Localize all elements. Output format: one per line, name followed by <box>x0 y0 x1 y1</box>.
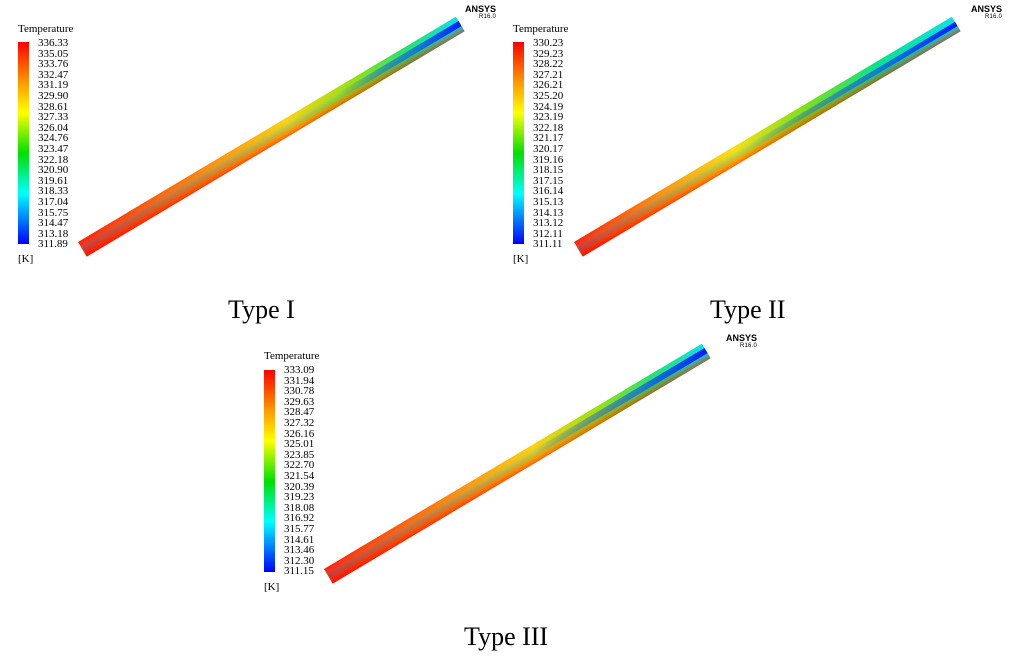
legend-tick-label: 312.30 <box>284 554 315 567</box>
panel-type-3: Temperature 333.09 331.94 330.78 329.63 328.… <box>246 330 766 660</box>
legend-tick-label: 325.01 <box>284 438 315 451</box>
legend-tick-label: 320.39 <box>284 480 315 493</box>
caption-type-3: Type III <box>464 622 549 651</box>
temperature-contour-plate <box>78 16 465 257</box>
legend-tick-label: 319.61 <box>38 174 69 187</box>
legend-tick-label: 326.16 <box>284 427 315 440</box>
legend-tick-label: 318.08 <box>284 501 315 514</box>
legend-tick-label: 320.17 <box>533 143 564 155</box>
legend-tick-label: 332.47 <box>38 68 69 81</box>
caption-type-2: Type II <box>710 295 786 324</box>
legend-colorbar <box>18 42 29 244</box>
legend-tick-label: 314.13 <box>533 206 564 219</box>
legend-tick-label: 325.20 <box>533 90 564 102</box>
brand-name: ANSYS <box>970 4 1002 14</box>
legend-tick-label: 329.90 <box>38 90 69 102</box>
brand-version: R16.0 <box>984 14 1002 20</box>
legend-tick-label: 322.18 <box>533 121 564 134</box>
legend-tick-label: 314.47 <box>38 217 69 230</box>
legend-tick-label: 331.94 <box>284 374 315 387</box>
legend-tick-label: 333.76 <box>38 58 69 71</box>
legend-colorbar <box>264 370 275 572</box>
legend-tick-label: 333.09 <box>284 364 315 376</box>
legend-tick-label: 321.17 <box>533 132 564 145</box>
legend-tick-label: 313.46 <box>284 544 315 557</box>
legend-tick-label: 316.92 <box>284 512 315 525</box>
legend-tick-label: 323.85 <box>284 448 315 461</box>
legend-tick-label: 324.19 <box>533 100 564 113</box>
brand-name: ANSYS <box>464 4 496 14</box>
legend-tick-label: 327.33 <box>38 111 69 124</box>
legend-tick-label: 335.05 <box>38 47 69 60</box>
legend-tick-label: 328.61 <box>38 100 69 113</box>
legend-tick-label: 321.54 <box>284 470 315 482</box>
legend-title: Temperature <box>264 350 320 362</box>
legend-tick-label: 319.23 <box>284 491 315 504</box>
temperature-contour-plate <box>574 16 961 257</box>
ansys-logo: ANSYS R16.0 <box>962 5 1002 21</box>
legend-tick-label: 328.22 <box>533 58 564 71</box>
legend-colorbar <box>513 42 524 244</box>
legend-tick-label: 318.33 <box>38 185 69 198</box>
caption-type-1: Type I <box>228 295 295 324</box>
legend-tick-label: 331.19 <box>38 79 69 92</box>
legend-tick-label: 323.19 <box>533 111 564 124</box>
legend-tick-label: 322.70 <box>284 459 315 472</box>
legend-tick-label: 328.47 <box>284 406 315 419</box>
legend-tick-label: 311.11 <box>533 238 563 251</box>
ansys-logo: ANSYS R16.0 <box>456 5 496 21</box>
brand-version: R16.0 <box>739 343 757 349</box>
ansys-logo: ANSYS R16.0 <box>717 334 757 350</box>
legend-tick-label: 316.14 <box>533 185 564 198</box>
legend-tick-label: 323.47 <box>38 143 69 155</box>
legend-tick-label: 324.76 <box>38 132 69 145</box>
legend-tick-label: 326.04 <box>38 121 69 134</box>
legend-tick-label: 320.90 <box>38 164 69 177</box>
legend-tick-label: 315.77 <box>284 523 315 535</box>
legend-tick-label: 329.23 <box>533 47 564 60</box>
legend-tick-label: 313.18 <box>38 227 69 240</box>
panel-type-2: Temperature 330.23 329.23 328.22 327.21 326.… <box>496 0 1012 330</box>
legend-tick-label: 329.63 <box>284 395 315 408</box>
legend-title: Temperature <box>513 23 569 35</box>
legend-tick-label: 322.18 <box>38 153 69 166</box>
panel-type-1: Temperature 336.33 335.05 333.76 332.47 331.… <box>0 0 506 330</box>
legend-tick-label: 318.15 <box>533 164 564 177</box>
legend-tick-label: 330.78 <box>284 385 315 398</box>
legend-tick-label: 330.23 <box>533 37 564 49</box>
legend-tick-label: 326.21 <box>533 79 564 92</box>
legend-unit: [K] <box>264 581 280 593</box>
brand-version: R16.0 <box>478 14 496 20</box>
legend-tick-label: 315.13 <box>533 196 564 208</box>
legend-tick-label: 315.75 <box>38 206 69 219</box>
legend-tick-label: 327.21 <box>533 68 564 81</box>
legend-tick-label: 317.15 <box>533 174 564 187</box>
brand-name: ANSYS <box>725 333 757 343</box>
legend-tick-label: 314.61 <box>284 533 315 546</box>
legend-tick-label: 311.15 <box>284 565 314 578</box>
legend-tick-label: 336.33 <box>38 37 69 49</box>
legend-tick-label: 319.16 <box>533 153 564 166</box>
legend-tick-label: 327.32 <box>284 417 315 429</box>
legend-tick-label: 313.12 <box>533 217 564 230</box>
legend-title: Temperature <box>18 23 74 35</box>
legend-tick-label: 317.04 <box>38 196 69 208</box>
legend-tick-label: 312.11 <box>533 227 563 240</box>
legend-unit: [K] <box>18 253 34 265</box>
legend-unit: [K] <box>513 253 529 265</box>
temperature-contour-plate <box>324 343 711 584</box>
legend-tick-label: 311.89 <box>38 238 68 251</box>
